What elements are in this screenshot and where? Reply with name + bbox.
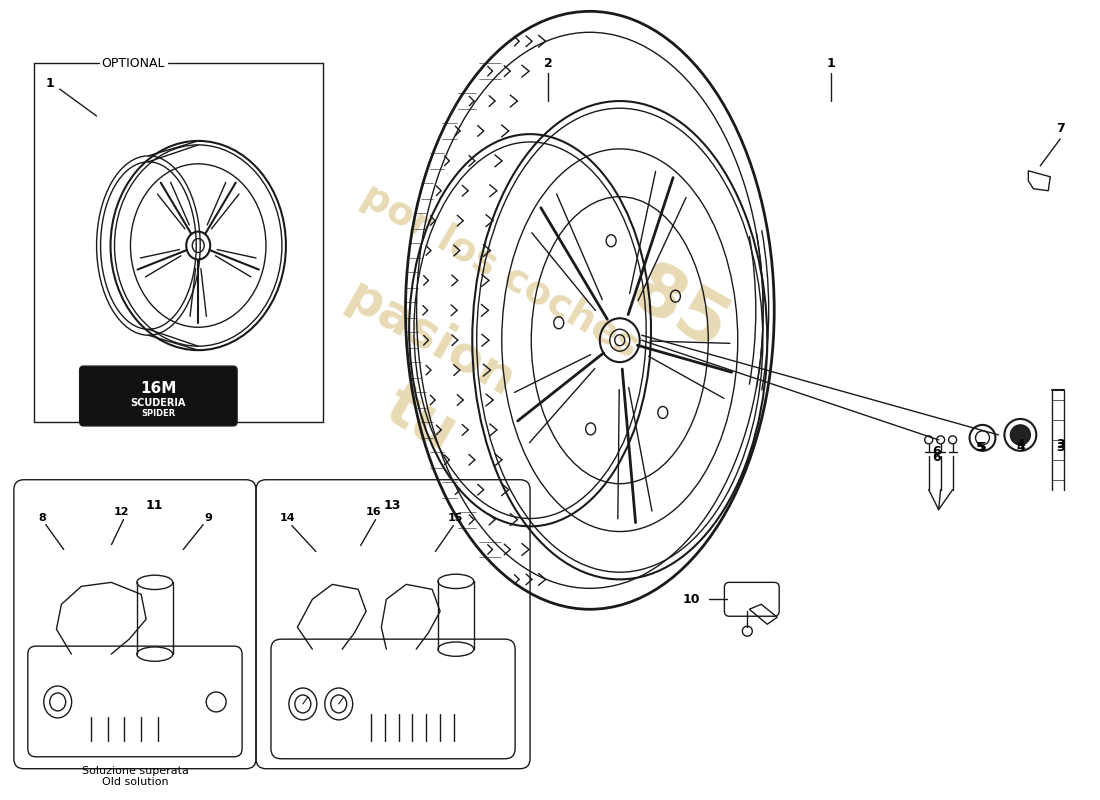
Text: 13: 13 (384, 499, 402, 512)
Text: 8: 8 (37, 513, 45, 522)
Ellipse shape (1011, 425, 1031, 445)
Text: 12: 12 (113, 506, 129, 517)
Text: 3: 3 (1056, 438, 1065, 451)
Text: 15: 15 (448, 513, 463, 522)
Text: 16: 16 (366, 506, 382, 517)
Text: 6: 6 (933, 446, 940, 458)
Text: 9: 9 (205, 513, 212, 522)
Text: Soluzione superata
Old solution: Soluzione superata Old solution (82, 766, 189, 787)
FancyBboxPatch shape (79, 366, 238, 426)
Text: pasion: pasion (338, 273, 524, 408)
Text: 11: 11 (145, 499, 163, 512)
Text: 10: 10 (683, 593, 701, 606)
Text: 5: 5 (976, 442, 984, 454)
Text: 85: 85 (619, 255, 740, 366)
Text: tu: tu (374, 376, 466, 464)
Text: 14: 14 (280, 513, 296, 522)
Text: por los coches: por los coches (355, 176, 646, 366)
Text: 7: 7 (1056, 122, 1065, 135)
Text: 6: 6 (933, 451, 940, 464)
Text: 4: 4 (1016, 442, 1025, 454)
Text: 2: 2 (543, 57, 552, 70)
Text: 1: 1 (45, 77, 54, 90)
Text: 16M: 16M (140, 381, 177, 395)
Text: OPTIONAL: OPTIONAL (101, 57, 165, 70)
Text: 5: 5 (978, 442, 987, 454)
Text: 1: 1 (826, 57, 835, 70)
Text: 3: 3 (1056, 442, 1065, 454)
Text: SCUDERIA: SCUDERIA (131, 398, 186, 408)
Text: 4: 4 (1016, 438, 1025, 451)
Text: SPIDER: SPIDER (141, 410, 176, 418)
